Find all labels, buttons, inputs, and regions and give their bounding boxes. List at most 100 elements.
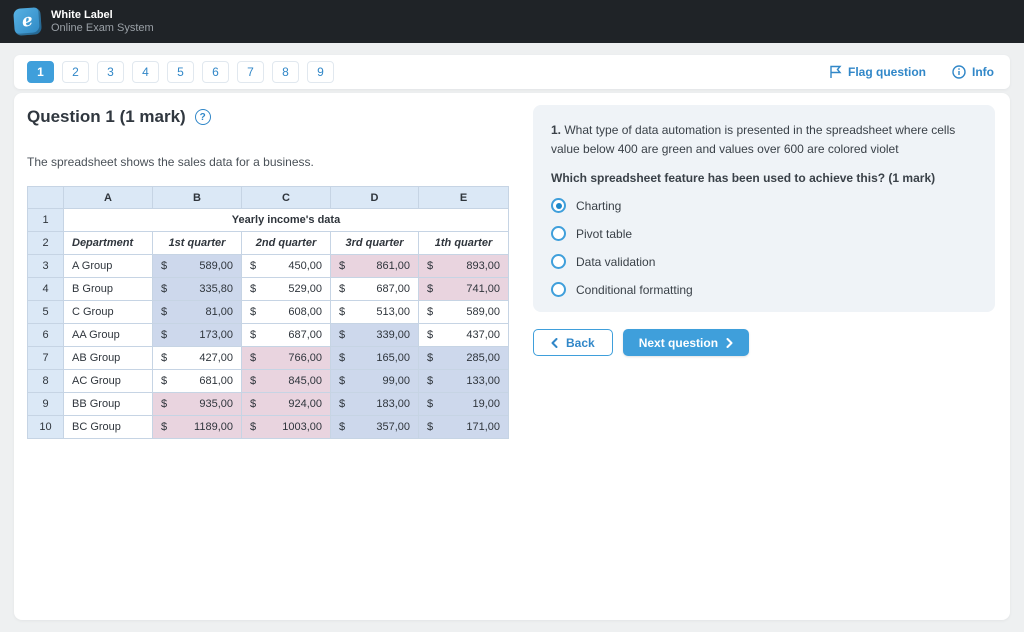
sheet-value-cell: $450,00 <box>241 254 331 278</box>
radio-icon[interactable] <box>551 226 566 242</box>
flag-question-button[interactable]: Flag question <box>829 65 926 79</box>
sheet-title-cell: Yearly income's data <box>63 208 509 232</box>
app-logo-icon: e <box>13 7 42 36</box>
app-header: e White Label Online Exam System <box>0 0 1024 43</box>
sheet-value-cell: $681,00 <box>152 369 242 393</box>
sheet-row-number: 1 <box>27 208 64 232</box>
spreadsheet-table: A B C D E 1 Yearly income's data 2 Department 1st… <box>27 186 509 439</box>
answer-option-label: Data validation <box>576 254 656 269</box>
sheet-col-header-E: E <box>418 186 509 209</box>
sheet-value-cell: $529,00 <box>241 277 331 301</box>
sheet-value-cell: $1189,00 <box>152 415 242 439</box>
answer-option-conditional-formatting[interactable]: Conditional formatting <box>551 282 977 298</box>
sheet-col-header-C: C <box>241 186 331 209</box>
sheet-value-cell: $935,00 <box>152 392 242 416</box>
sheet-value-cell: $81,00 <box>152 300 242 324</box>
sheet-value-cell: $513,00 <box>330 300 419 324</box>
flag-question-label: Flag question <box>848 65 926 79</box>
question-tab-7[interactable]: 7 <box>237 61 264 83</box>
sheet-field-header: 1th quarter <box>418 231 509 255</box>
question-tab-1[interactable]: 1 <box>27 61 54 83</box>
back-button[interactable]: Back <box>533 329 613 357</box>
sheet-dept-cell: AB Group <box>63 346 153 370</box>
chevron-right-icon <box>726 337 733 348</box>
sheet-value-cell: $99,00 <box>330 369 419 393</box>
sheet-value-cell: $183,00 <box>330 392 419 416</box>
main-card: Question 1 (1 mark) ? The spreadsheet sh… <box>14 93 1010 620</box>
radio-selected-icon[interactable] <box>551 198 566 214</box>
question-tab-9[interactable]: 9 <box>307 61 334 83</box>
question-tab-2[interactable]: 2 <box>62 61 89 83</box>
question-panel: 1. What type of data automation is prese… <box>533 105 995 313</box>
help-icon[interactable]: ? <box>194 109 211 125</box>
sheet-value-cell: $173,00 <box>152 323 242 347</box>
sheet-value-cell: $687,00 <box>330 277 419 301</box>
sheet-row-number: 10 <box>27 415 64 439</box>
question-tab-8[interactable]: 8 <box>272 61 299 83</box>
radio-icon[interactable] <box>551 282 566 298</box>
sheet-dept-cell: A Group <box>63 254 153 278</box>
question-tab-4[interactable]: 4 <box>132 61 159 83</box>
question-tab-5[interactable]: 5 <box>167 61 194 83</box>
question-title: Question 1 (1 mark) <box>27 107 186 126</box>
question-tab-6[interactable]: 6 <box>202 61 229 83</box>
sheet-value-cell: $285,00 <box>418 346 509 370</box>
sheet-col-header-B: B <box>152 186 242 209</box>
sheet-row-number: 9 <box>27 392 64 416</box>
question-tab-3[interactable]: 3 <box>97 61 124 83</box>
sheet-value-cell: $171,00 <box>418 415 509 439</box>
sheet-row-number: 6 <box>27 323 64 347</box>
sheet-row-number: 3 <box>27 254 64 278</box>
sheet-dept-cell: BC Group <box>63 415 153 439</box>
sheet-field-header: 3rd quarter <box>330 231 419 255</box>
sheet-row: 6 AA Group $173,00 $687,00 $339,00 $437,00 <box>27 323 509 347</box>
sheet-corner-cell <box>27 186 64 209</box>
sheet-value-cell: $1003,00 <box>241 415 331 439</box>
answer-option-data-validation[interactable]: Data validation <box>551 254 977 270</box>
sheet-row-number: 7 <box>27 346 64 370</box>
flag-icon <box>830 65 842 78</box>
sheet-value-cell: $741,00 <box>418 277 509 301</box>
sheet-field-header: 1st quarter <box>152 231 242 255</box>
sheet-value-cell: $845,00 <box>241 369 331 393</box>
sheet-dept-cell: C Group <box>63 300 153 324</box>
back-label: Back <box>566 335 595 350</box>
app-subtitle: Online Exam System <box>51 22 154 34</box>
answer-options: Charting Pivot table Data validation Condit… <box>551 198 977 298</box>
sheet-value-cell: $165,00 <box>330 346 419 370</box>
sheet-col-header-D: D <box>330 186 419 209</box>
sheet-value-cell: $589,00 <box>418 300 509 324</box>
sheet-value-cell: $766,00 <box>241 346 331 370</box>
sheet-value-cell: $608,00 <box>241 300 331 324</box>
sub-question-text: Which spreadsheet feature has been used … <box>551 171 936 186</box>
sheet-value-cell: $19,00 <box>418 392 509 416</box>
question-number: 1. <box>551 123 562 137</box>
sheet-value-cell: $133,00 <box>418 369 509 393</box>
sheet-row-number: 5 <box>27 300 64 324</box>
sheet-row-number: 4 <box>27 277 64 301</box>
answer-option-charting[interactable]: Charting <box>551 198 977 214</box>
answer-option-label: Conditional formatting <box>576 282 693 297</box>
radio-icon[interactable] <box>551 254 566 270</box>
sheet-value-cell: $687,00 <box>241 323 331 347</box>
sheet-row: 10 BC Group $1189,00 $1003,00 $357,00 $171,00 <box>27 415 509 439</box>
sheet-dept-cell: BB Group <box>63 392 153 416</box>
sheet-field-header: 2nd quarter <box>241 231 331 255</box>
next-question-button[interactable]: Next question <box>622 329 750 357</box>
sheet-row: 7 AB Group $427,00 $766,00 $165,00 $285,00 <box>27 346 509 370</box>
sheet-value-cell: $427,00 <box>152 346 242 370</box>
answer-option-pivot-table[interactable]: Pivot table <box>551 226 977 242</box>
sheet-row-number: 2 <box>27 231 64 255</box>
sheet-value-cell: $893,00 <box>418 254 509 278</box>
sheet-field-header: Department <box>63 231 153 255</box>
app-title: White Label <box>51 9 113 21</box>
sheet-value-cell: $589,00 <box>152 254 242 278</box>
info-button[interactable]: Info <box>952 65 994 79</box>
sheet-value-cell: $335,80 <box>152 277 242 301</box>
sheet-row: 8 AC Group $681,00 $845,00 $99,00 $133,00 <box>27 369 509 393</box>
